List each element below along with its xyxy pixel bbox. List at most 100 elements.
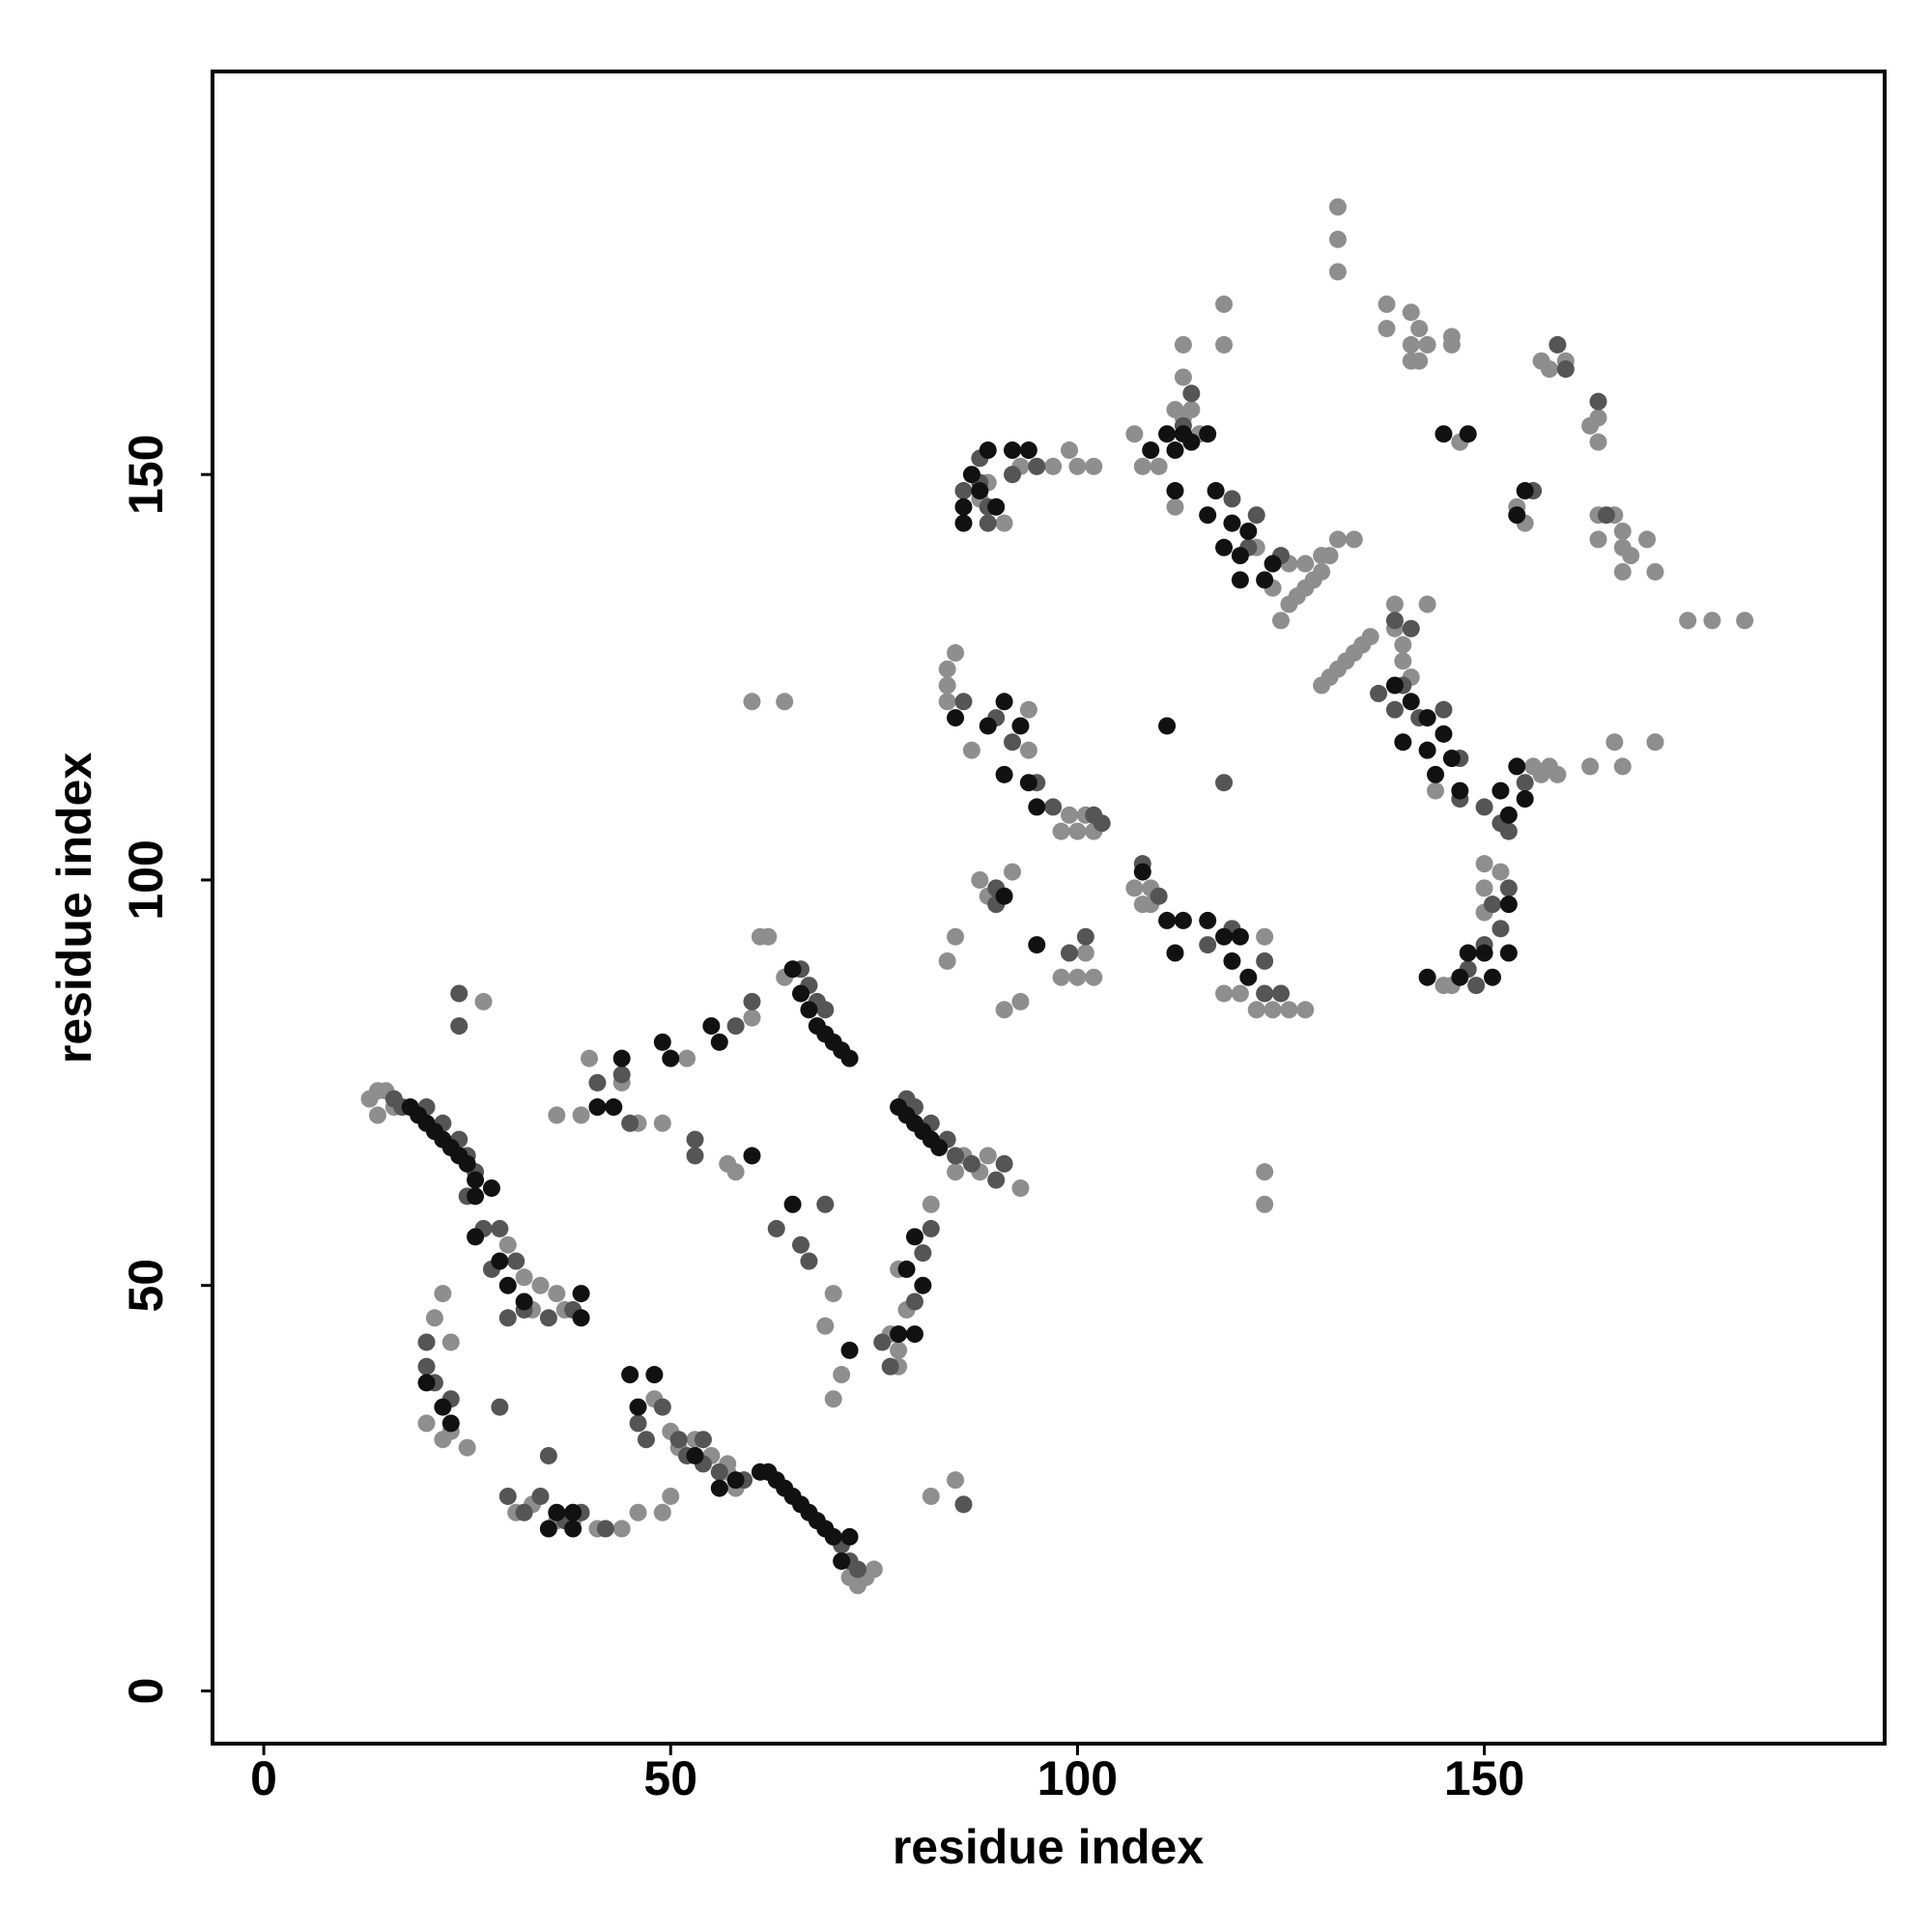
point (824, 1390, 842, 1408)
point (458, 1438, 476, 1457)
point (1589, 392, 1607, 411)
point (662, 1049, 680, 1067)
point (922, 1487, 940, 1505)
point (515, 1293, 533, 1311)
point (987, 497, 1006, 516)
point (1182, 433, 1201, 451)
point (840, 1527, 859, 1546)
point (368, 1106, 386, 1124)
point (979, 514, 997, 532)
point (1402, 352, 1420, 370)
point (1516, 482, 1534, 500)
point (1215, 538, 1234, 556)
point (498, 1236, 517, 1254)
point (1166, 497, 1184, 516)
point (417, 1357, 436, 1376)
point (1475, 879, 1493, 897)
point (1475, 798, 1493, 816)
point (1125, 425, 1144, 443)
point (1019, 774, 1037, 792)
point (1459, 944, 1477, 962)
point (824, 1527, 842, 1546)
point (1174, 911, 1192, 929)
point (474, 992, 493, 1010)
point (1239, 968, 1258, 986)
point (1516, 790, 1534, 809)
point (434, 1285, 452, 1303)
point (938, 660, 956, 678)
point (1076, 927, 1094, 946)
point (905, 1293, 923, 1311)
point (572, 1285, 590, 1303)
point (1467, 977, 1486, 995)
point (881, 1357, 899, 1376)
point (612, 1049, 631, 1067)
y-tick-label: 150 (119, 435, 173, 515)
point (1068, 457, 1087, 475)
point (1011, 1179, 1030, 1197)
point (1418, 741, 1436, 759)
point (1328, 198, 1347, 216)
x-tick-label: 50 (643, 1751, 697, 1805)
point (621, 1114, 639, 1132)
point (491, 1398, 509, 1416)
point (1427, 765, 1445, 783)
point (1296, 1001, 1315, 1019)
point (914, 1276, 932, 1294)
point (1052, 968, 1070, 986)
point (995, 693, 1013, 711)
point (1174, 368, 1192, 386)
point (1394, 733, 1412, 752)
point (1451, 968, 1469, 986)
point (686, 1147, 704, 1165)
point (1540, 360, 1558, 379)
point (743, 1009, 761, 1027)
point (1028, 936, 1046, 954)
point (1256, 1195, 1274, 1213)
point (588, 1098, 607, 1117)
point (491, 1252, 509, 1270)
point (1605, 733, 1624, 752)
point (1166, 441, 1184, 460)
point (1223, 490, 1241, 508)
point (1499, 806, 1518, 824)
point (581, 1049, 599, 1067)
point (1427, 781, 1445, 800)
y-axis-label: residue index (47, 753, 101, 1065)
point (833, 1552, 851, 1571)
point (1044, 457, 1063, 475)
point (1736, 611, 1754, 630)
point (1215, 927, 1234, 946)
point (1328, 530, 1347, 549)
point (954, 514, 973, 532)
point (1321, 547, 1339, 565)
point (816, 1195, 835, 1213)
point (1703, 611, 1721, 630)
point (905, 1228, 923, 1246)
point (995, 1001, 1013, 1019)
point (865, 1560, 883, 1578)
point (1215, 774, 1234, 792)
point (1019, 741, 1037, 759)
point (1019, 441, 1037, 460)
point (621, 1366, 639, 1384)
point (995, 887, 1013, 905)
point (1158, 911, 1177, 929)
point (710, 1033, 728, 1051)
point (588, 1073, 607, 1092)
point (905, 1325, 923, 1344)
point (1646, 733, 1664, 752)
point (1589, 409, 1607, 427)
point (1556, 360, 1575, 379)
point (962, 1154, 980, 1173)
point (1199, 425, 1217, 443)
point (425, 1309, 443, 1327)
point (1378, 320, 1396, 338)
point (1418, 335, 1436, 354)
point (1394, 636, 1412, 654)
point (1076, 944, 1094, 962)
point (629, 1503, 647, 1521)
point (1060, 944, 1078, 962)
point (1256, 927, 1274, 946)
